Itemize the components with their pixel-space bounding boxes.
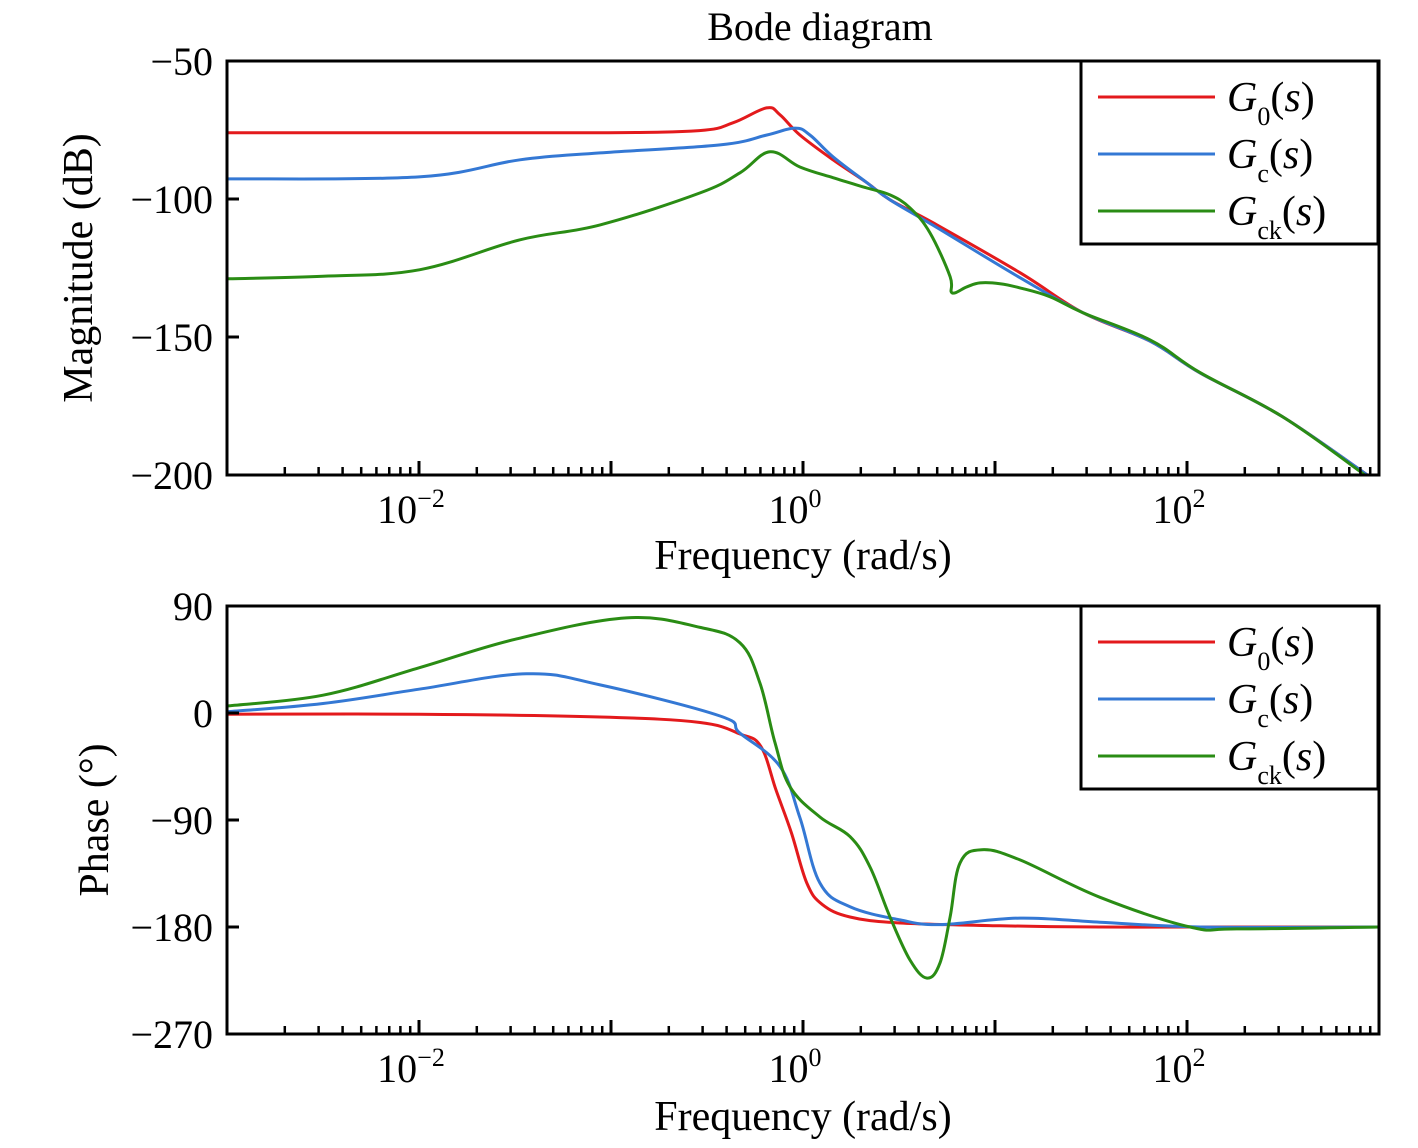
magnitude-xtick-label: 102 xyxy=(1153,484,1206,532)
magnitude-legend-label-g0: G0(s) xyxy=(1227,75,1315,131)
phase-ytick-label: 0 xyxy=(193,691,213,736)
phase-xlabel: Frequency (rad/s) xyxy=(654,1094,951,1140)
phase-legend-label-g0: G0(s) xyxy=(1227,620,1315,676)
phase-ylabel: Phase (°) xyxy=(72,743,118,896)
magnitude-panel: −50 −100 −150 −200 10−2 100 102 Magnitude (dB)… xyxy=(56,39,1381,579)
magnitude-ylabel: Magnitude (dB) xyxy=(56,133,102,402)
phase-series-gc xyxy=(227,672,1379,929)
phase-legend-label-gc: Gc(s) xyxy=(1227,677,1313,733)
magnitude-ytick-label: −50 xyxy=(150,39,213,84)
phase-ytick-label: −270 xyxy=(130,1012,213,1057)
phase-ytick-label: −90 xyxy=(150,798,213,843)
magnitude-ytick-label: −150 xyxy=(130,315,213,360)
phase-series-g0 xyxy=(227,712,1379,929)
phase-panel: 90 0 −90 −180 −270 10−2 100 102 Phase (°) Frequ… xyxy=(72,584,1381,1140)
magnitude-series-gck xyxy=(227,150,1367,475)
phase-legend-label-gck: Gck(s) xyxy=(1227,734,1326,790)
magnitude-ytick-label: −100 xyxy=(130,177,213,222)
magnitude-legend: G0(s)Gc(s)Gck(s) xyxy=(1079,59,1380,246)
phase-legend: G0(s)Gc(s)Gck(s) xyxy=(1079,604,1380,791)
phase-xtick-label: 102 xyxy=(1153,1043,1206,1091)
phase-xtick-label: 100 xyxy=(769,1043,822,1091)
phase-series-gck xyxy=(227,615,1379,980)
magnitude-xtick-label: 10−2 xyxy=(377,484,445,532)
phase-ytick-label: −180 xyxy=(130,905,213,950)
phase-xtick-label: 10−2 xyxy=(377,1043,445,1091)
magnitude-xtick-label: 100 xyxy=(769,484,822,532)
magnitude-ytick-label: −200 xyxy=(130,453,213,498)
chart-title: Bode diagram xyxy=(707,4,933,49)
magnitude-xlabel: Frequency (rad/s) xyxy=(654,533,951,579)
magnitude-legend-label-gck: Gck(s) xyxy=(1227,189,1326,245)
magnitude-legend-label-gc: Gc(s) xyxy=(1227,132,1313,188)
phase-ytick-label: 90 xyxy=(173,584,213,629)
